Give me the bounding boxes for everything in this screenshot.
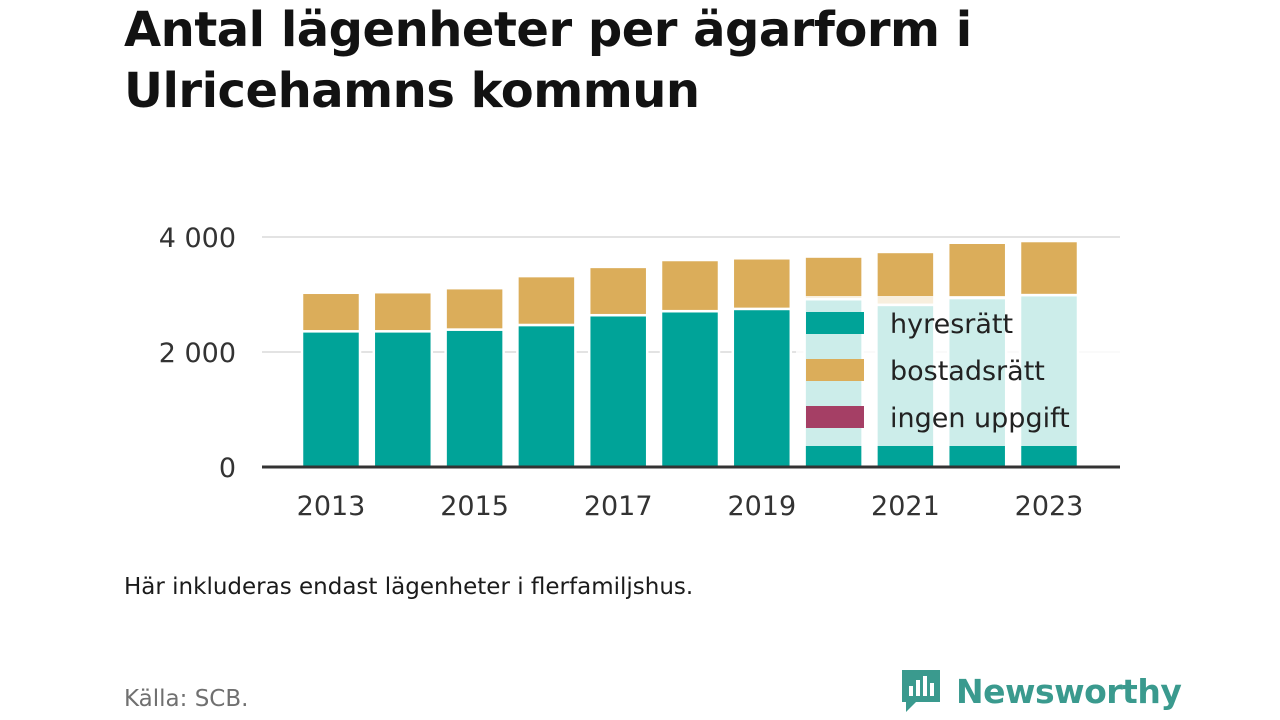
bar-segment: [516, 323, 577, 469]
chart-note: Här inkluderas endast lägenheter i flerf…: [124, 574, 694, 600]
bar-segment: [1018, 239, 1080, 297]
x-tick-label: 2019: [727, 491, 796, 522]
y-tick-label: 4 000: [159, 223, 236, 254]
x-tick-label: 2017: [584, 491, 653, 522]
y-tick-label: 0: [219, 453, 236, 484]
bar-segment: [372, 330, 434, 469]
legend-label: ingen uppgift: [890, 403, 1070, 434]
bar-segment: [731, 307, 793, 469]
source-text: Källa: SCB.: [124, 686, 249, 712]
legend-swatch: [806, 312, 864, 334]
bar-segment: [587, 265, 649, 317]
newsworthy-logo-icon: [902, 670, 940, 712]
brand-name: Newsworthy: [956, 671, 1182, 711]
bar-segment: [803, 255, 864, 301]
x-tick-label: 2015: [440, 491, 509, 522]
legend-label: bostadsrätt: [890, 356, 1045, 387]
bar-segment: [946, 241, 1008, 300]
x-tick-label: 2023: [1015, 491, 1084, 522]
legend: hyresrätt bostadsrätt ingen uppgift: [796, 296, 1126, 446]
bar-segment: [444, 286, 505, 331]
x-tick-label: 2013: [297, 491, 366, 522]
y-tick-label: 2 000: [159, 338, 236, 369]
bar-segment: [659, 258, 721, 313]
bar-segment: [372, 290, 434, 333]
bar-segment: [444, 328, 505, 469]
legend-swatch: [806, 359, 864, 381]
chart-title: Antal lägenheter per ägarform i Ulriceha…: [124, 2, 972, 119]
bar-segment: [300, 330, 362, 469]
newsworthy-brand: Newsworthy: [900, 668, 1182, 714]
bar-segment: [587, 313, 649, 469]
bar-segment: [516, 274, 577, 327]
bar-segment: [731, 257, 793, 311]
legend-label: hyresrätt: [890, 309, 1013, 340]
bar-segment: [659, 309, 721, 469]
stacked-bar-chart: 2013 2015 2017 2019 2021 2023 0 2 000 4 000 hyr…: [158, 223, 1126, 522]
bar-segment: [300, 291, 362, 333]
legend-swatch: [806, 406, 864, 428]
y-axis: 0 2 000 4 000: [159, 223, 236, 484]
x-axis: 2013 2015 2017 2019 2021 2023: [262, 465, 1120, 522]
x-tick-label: 2021: [871, 491, 940, 522]
